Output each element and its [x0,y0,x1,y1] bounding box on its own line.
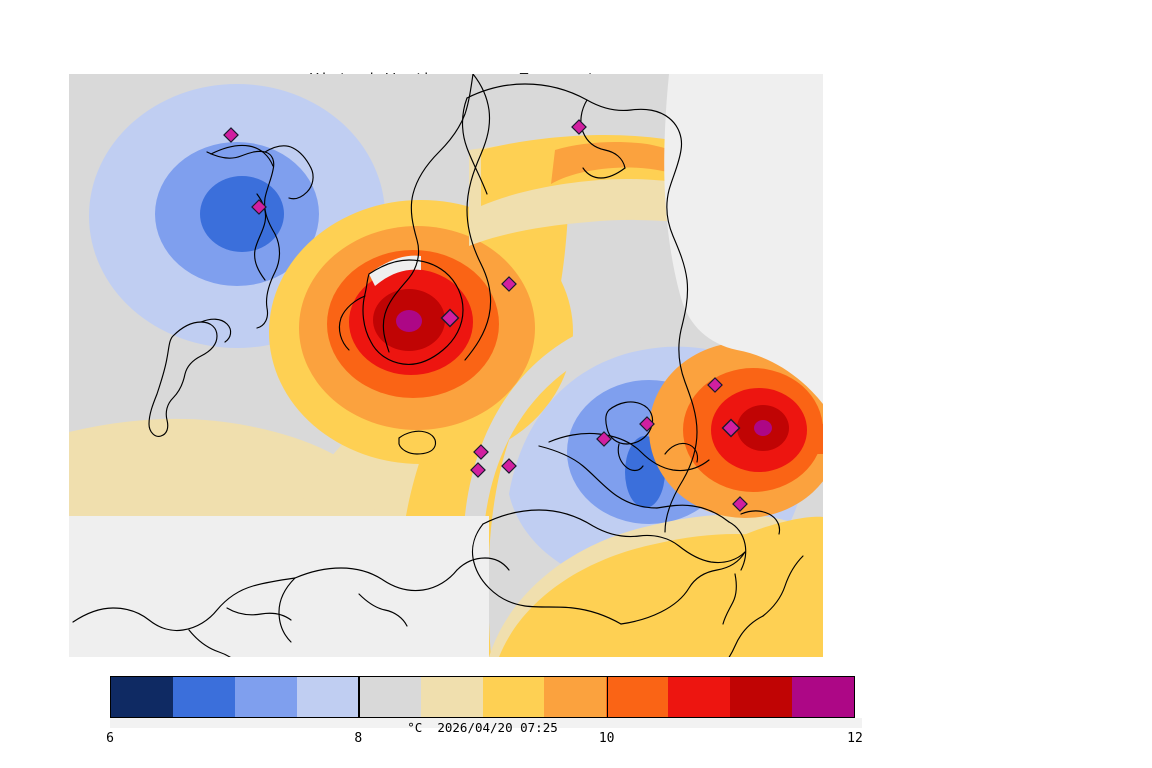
station-marker[interactable] [596,431,612,447]
coastline-nw-island-a [206,150,281,329]
station-diamond-icon[interactable] [732,496,748,512]
station-diamond-icon[interactable] [639,416,655,432]
colorbar-tickline-8 [358,676,360,718]
coastline-sw-detail [358,593,408,627]
coastline-se-cape [740,510,781,535]
coastline-sw-north3 [456,557,510,571]
coastline-south-landmass-right [620,551,746,625]
station-marker[interactable] [721,418,741,438]
coastline-nw-long-island [148,321,218,437]
colorbar-gradient[interactable] [110,676,855,718]
station-marker[interactable] [440,308,460,328]
coastline-nw-island-c [264,145,314,200]
contour-band-11.5-hot [396,310,422,332]
coastline-east-notch [664,442,699,463]
coastline-sw-inner [278,577,296,643]
coastline-south-chain-b [538,445,658,509]
station-marker[interactable] [732,496,748,512]
station-diamond-icon[interactable] [596,431,612,447]
colorbar-band-9 [668,677,731,717]
colorbar-ticklabel-8: 8 [354,731,363,746]
colorbar-caption: °C 2026/04/20 07:25 [407,720,558,735]
colorbar-band-6 [482,677,545,717]
colorbar-band-4 [358,677,421,717]
station-marker[interactable] [223,127,239,143]
colorbar-tickline-10 [606,676,608,718]
coastline-south-chain-a [548,432,710,472]
station-marker[interactable] [501,458,517,474]
station-diamond-icon[interactable] [470,462,486,478]
coastline-northwest-hook [461,97,488,195]
colorbar-band-2 [234,677,297,717]
colorbar-baseline [110,718,862,728]
coastline-se-tip [728,521,747,571]
colorbar-band-5 [420,677,483,717]
colorbar-band-0 [111,677,173,717]
station-marker[interactable] [639,416,655,432]
coastline-south-landmass-bottom [471,523,622,625]
colorbar-ticklabel-6: 6 [106,731,114,746]
coastline-south-chain-c [656,504,730,523]
contour-band-11.5-se [754,420,772,436]
station-diamond-icon[interactable] [251,199,267,215]
island-mid-small [398,430,437,455]
colorbar-ticks: 6 8 10 12 [106,676,863,746]
coastline-sw-body [188,629,231,657]
coastline-nw-island-b [210,144,274,167]
coastline-nw-long-island-tip [200,318,232,343]
colorbar-band-1 [172,677,235,717]
station-diamond-icon[interactable] [223,127,239,143]
colorbar-ticklabel-10: 10 [598,731,615,746]
coastline-central-west [382,74,474,353]
colorbar-band-3 [296,677,359,717]
landmass-central-coast-gap [369,255,421,286]
coastline-ne-bay [580,99,626,169]
contour-band-6.5-nw [200,176,284,252]
coastline-sw-east2 [728,615,764,657]
contour-band-9.0-se2 [629,516,823,657]
landmass-northeast [664,74,823,404]
colorbar-legend[interactable]: 6 8 10 12 °C 2026/04/20 07:25 [69,665,1079,760]
island-cool-region-tail [617,443,644,472]
coastline-sw-detail2 [226,607,292,621]
coastline-sw-east3 [762,555,804,617]
station-marker[interactable] [707,377,723,393]
station-marker[interactable] [251,199,267,215]
station-diamond-icon[interactable] [707,377,723,393]
station-diamond-icon[interactable] [501,276,517,292]
station-marker[interactable] [470,462,486,478]
land-masses [369,74,823,404]
coastlines [72,74,804,657]
contour-band-8.0-ring [463,308,823,542]
coastline-ne-bay2 [582,167,626,179]
coastline-se-spur [722,573,737,625]
station-diamond-icon[interactable] [440,308,460,328]
station-diamond-icon[interactable] [473,444,489,460]
station-diamond-icon[interactable] [571,119,587,135]
colorbar-band-7 [544,677,607,717]
station-markers[interactable] [223,119,748,512]
station-diamond-icon[interactable] [721,418,741,438]
coastline-hotspot-peninsula [362,259,464,365]
coastline-south-landmass-top [482,509,746,564]
temperature-contour-map[interactable] [69,74,823,657]
coastline-central-east [464,74,492,361]
colorbar-band-11 [792,677,855,717]
station-marker[interactable] [571,119,587,135]
coastline-sw-north [72,577,296,632]
coastline-hotspot-inlet [338,295,366,351]
colorbar-ticklabel-12: 12 [847,731,863,746]
station-marker[interactable] [473,444,489,460]
map-panel[interactable] [69,74,823,657]
station-diamond-icon[interactable] [501,458,517,474]
contour-band-10.0-east-edge [809,424,823,454]
colorbar-band-8 [606,677,669,717]
station-marker[interactable] [501,276,517,292]
colorbar-band-10 [730,677,793,717]
island-cool-region [605,401,654,445]
coastline-sw-north2 [294,567,458,592]
